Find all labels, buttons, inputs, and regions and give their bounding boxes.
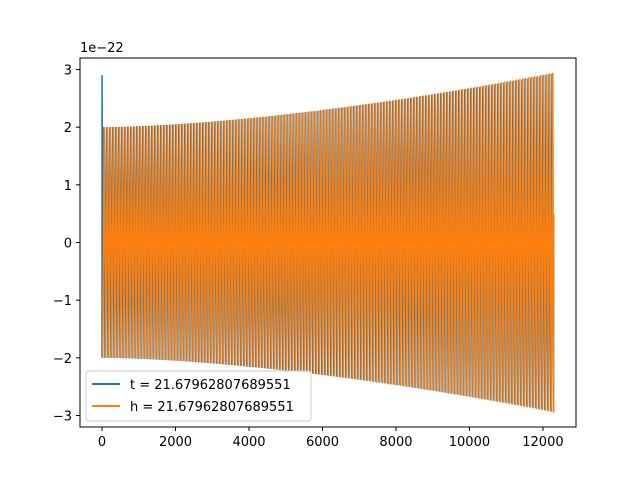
y-tick-label: −2 bbox=[53, 352, 72, 367]
y-tick-label: 1 bbox=[64, 179, 72, 194]
legend-label-t: t = 21.67962807689551 bbox=[130, 378, 291, 393]
x-tick-label: 8000 bbox=[379, 435, 412, 450]
x-tick-label: 12000 bbox=[522, 435, 563, 450]
y-tick-label: −3 bbox=[53, 409, 72, 424]
y-tick-label: 3 bbox=[64, 64, 72, 79]
legend-label-h: h = 21.67962807689551 bbox=[130, 400, 294, 415]
x-tick-label: 6000 bbox=[306, 435, 339, 450]
x-axis: 0 2000 4000 6000 8000 10000 12000 bbox=[98, 427, 564, 450]
x-tick-label: 10000 bbox=[449, 435, 490, 450]
y-tick-label: 2 bbox=[64, 121, 72, 136]
y-axis: −3 −2 −1 0 1 2 3 bbox=[53, 64, 80, 424]
series-layer bbox=[101, 72, 555, 413]
legend: t = 21.67962807689551 h = 21.67962807689… bbox=[85, 370, 312, 422]
y-offset-label: 1e−22 bbox=[80, 41, 124, 56]
x-tick-label: 2000 bbox=[159, 435, 192, 450]
x-tick-label: 4000 bbox=[232, 435, 265, 450]
legend-box bbox=[85, 370, 312, 422]
y-tick-label: 0 bbox=[64, 237, 72, 252]
series-line-h bbox=[102, 72, 555, 413]
y-tick-label: −1 bbox=[53, 294, 72, 309]
x-tick-label: 0 bbox=[98, 435, 106, 450]
